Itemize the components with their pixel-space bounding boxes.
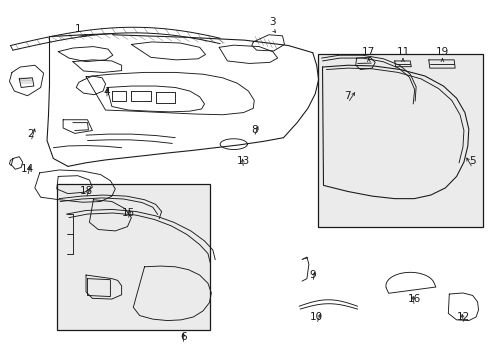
Bar [317,54,483,226]
Text: 16: 16 [407,294,420,304]
Text: 4: 4 [103,87,110,97]
Text: 17: 17 [362,46,375,57]
Text: 12: 12 [456,312,469,322]
Text: 11: 11 [396,46,409,57]
Text: 19: 19 [435,46,448,57]
Text: 14: 14 [21,164,34,174]
Text: 9: 9 [309,270,315,280]
Text: 6: 6 [180,332,186,342]
Text: 5: 5 [468,156,475,166]
Text: 13: 13 [236,156,250,166]
Bar [57,184,210,330]
Text: 7: 7 [344,91,350,101]
Text: 15: 15 [122,208,135,218]
Text: 3: 3 [269,17,276,27]
Text: 2: 2 [27,130,34,139]
Text: 1: 1 [74,24,81,34]
Text: 10: 10 [309,312,323,322]
Text: 18: 18 [79,186,92,197]
Text: 8: 8 [250,125,257,135]
